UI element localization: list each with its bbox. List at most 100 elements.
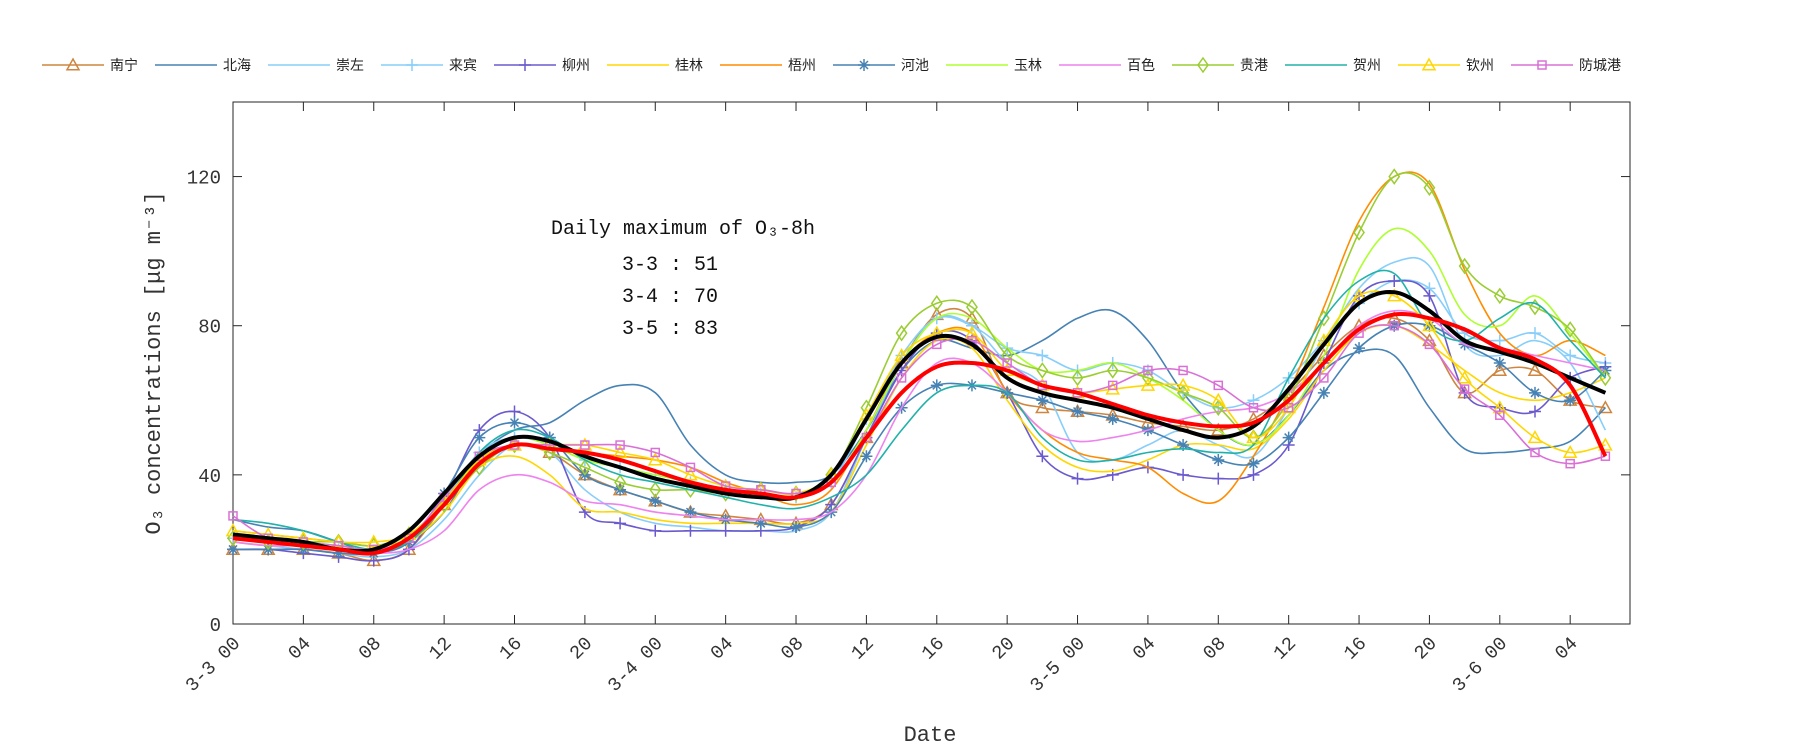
- series-7-marker: [649, 494, 662, 507]
- legend-label: 防城港: [1579, 58, 1621, 74]
- series-7-marker: [754, 517, 767, 530]
- series-10-marker: [1599, 369, 1612, 387]
- legend-marker: [1197, 56, 1209, 74]
- legend-label: 贺州: [1353, 58, 1381, 74]
- annotation-line-3-3: 3-3 : 51: [622, 254, 718, 277]
- series-13-marker: [404, 533, 414, 543]
- series-12-marker: [612, 444, 628, 459]
- x-tick-label: 08: [354, 633, 386, 665]
- series-4-marker: [1036, 450, 1049, 463]
- legend-item: 来宾: [381, 58, 477, 74]
- legend-item: 百色: [1059, 57, 1155, 74]
- series-12-marker: [964, 325, 980, 339]
- series-7-marker: [1212, 453, 1225, 466]
- series-12-marker: [1211, 392, 1226, 406]
- series-4-marker: [614, 517, 627, 530]
- x-tick-label: 04: [284, 633, 316, 665]
- series-13-marker: [580, 440, 590, 450]
- series-4-marker: [1071, 472, 1084, 485]
- series-12-marker: [683, 467, 698, 481]
- series-10-marker: [1317, 309, 1330, 327]
- series-10-marker: [1106, 362, 1119, 379]
- x-tick-label: 20: [988, 633, 1020, 665]
- x-tick-label: 16: [1340, 633, 1372, 665]
- series-4-marker: [684, 524, 697, 537]
- series-10-marker: [1353, 224, 1365, 241]
- plot-frame: [232, 101, 1631, 625]
- series-4-marker: [1212, 472, 1225, 485]
- y-tick-label: 0: [210, 615, 221, 637]
- series-12-marker: [1527, 430, 1543, 444]
- legend-item: 南宁: [42, 57, 138, 74]
- axis-ticks: 3-3 00 04 08 12 16 20 3-4 00 04 08 12 16 20 3-5 00 04…: [181, 102, 1630, 697]
- series-13-marker: [650, 447, 661, 458]
- legend-item: 柳州: [494, 57, 590, 74]
- series-7-marker: [1177, 439, 1190, 452]
- x-tick-label: 3-4 00: [604, 633, 668, 697]
- series-12-line: [232, 290, 1606, 544]
- series-12-marker: [366, 534, 382, 548]
- series-13-marker: [228, 511, 238, 521]
- series-12-marker: [647, 452, 663, 466]
- series-10-marker: [1423, 179, 1436, 197]
- series-10-marker: [930, 295, 943, 312]
- series-10-marker: [578, 459, 591, 476]
- series-4-marker: [1528, 405, 1541, 418]
- legend-label: 崇左: [336, 58, 364, 74]
- series-7-marker: [1071, 405, 1084, 418]
- series-13-marker: [1213, 380, 1224, 391]
- legend-label: 梧州: [788, 58, 816, 74]
- series-4-marker: [1423, 289, 1436, 302]
- series-12-marker: [1562, 444, 1578, 459]
- legend-item: 贵港: [1172, 56, 1268, 74]
- series-0-marker: [1211, 422, 1226, 436]
- series-13-marker: [932, 339, 942, 350]
- series-7-marker: [332, 547, 345, 560]
- series-7-line: [232, 322, 1606, 555]
- legend-marker: [858, 59, 870, 71]
- series-0-marker: [1492, 362, 1508, 377]
- legend-label: 贵港: [1240, 58, 1268, 74]
- x-tick-label: 04: [1551, 633, 1583, 665]
- series-12-marker: [1492, 400, 1508, 414]
- series-3-marker: [1493, 334, 1506, 347]
- series-3-marker: [1036, 349, 1049, 362]
- x-tick-label: 20: [1410, 633, 1442, 665]
- series-13-marker: [1565, 458, 1575, 469]
- series-7-marker: [508, 416, 521, 429]
- series-7-marker: [1493, 357, 1506, 369]
- series-4-marker: [1388, 274, 1401, 287]
- series-12-marker: [1246, 430, 1261, 444]
- series-10-marker: [1493, 287, 1506, 305]
- legend-label: 百色: [1127, 57, 1155, 74]
- y-tick-label: 40: [198, 466, 221, 488]
- series-mean-black: [232, 289, 1607, 554]
- legend-label: 南宁: [110, 57, 138, 74]
- series-0-marker: [1527, 362, 1543, 377]
- y-axis-label: O₃ concentrations [μg m⁻³]: [142, 191, 167, 534]
- series-4-marker: [719, 524, 732, 537]
- series-10-marker: [1388, 168, 1401, 185]
- annotation: Daily maximum of O₃-8h 3-3 : 51 3-4 : 70…: [551, 218, 815, 341]
- legend: 南宁 北海 崇左 来宾 柳州 桂林 梧州 河池 玉林 百色 贵港 贺州 钦州 防城港: [42, 56, 1621, 74]
- legend-item: 防城港: [1511, 58, 1621, 74]
- series-4-marker: [1177, 468, 1190, 481]
- series-3-marker: [1564, 349, 1577, 362]
- series-10-marker: [1036, 362, 1049, 379]
- series-10-marker: [1458, 257, 1471, 275]
- series-mean-black-line: [232, 289, 1607, 554]
- legend-marker: [1537, 60, 1547, 70]
- series-10-marker: [614, 474, 626, 491]
- series-13-marker: [1424, 339, 1435, 350]
- legend-item: 梧州: [720, 58, 816, 74]
- series-7-marker: [473, 431, 486, 444]
- annotation-line-3-4: 3-4 : 70: [622, 286, 718, 309]
- series-7-marker: [1036, 394, 1049, 407]
- legend-item: 河池: [833, 58, 929, 74]
- legend-item: 贺州: [1285, 58, 1381, 74]
- series-7-marker: [227, 543, 239, 556]
- series-13-marker: [861, 432, 872, 443]
- series-10: [227, 168, 1612, 554]
- series-12-marker: [1140, 377, 1156, 391]
